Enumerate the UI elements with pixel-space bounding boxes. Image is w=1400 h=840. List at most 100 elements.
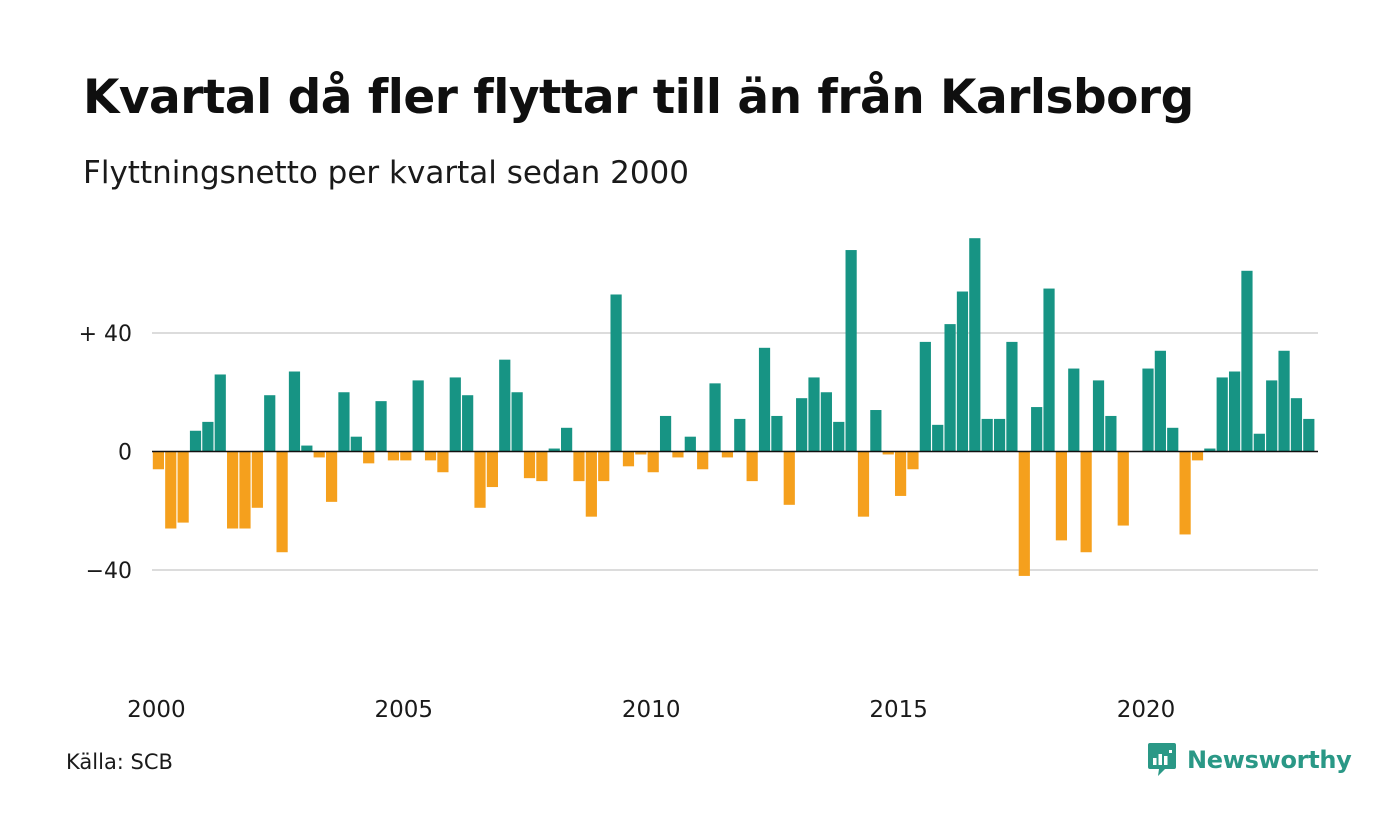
bar: 2010 Q3: -2 xyxy=(672,451,684,458)
chart-subtitle: Flyttningsnetto per kvartal sedan 2000 xyxy=(83,155,689,191)
bar: 2007 Q4: -10 xyxy=(536,451,548,482)
bar: 2003 Q3: -17 xyxy=(325,451,338,502)
brand-name: Newsworthy xyxy=(1187,746,1352,774)
y-tick-label: + 40 xyxy=(79,322,132,347)
bar: 2008 Q4: -22 xyxy=(585,451,597,517)
bar: 2003 Q1: 2 xyxy=(301,445,313,452)
x-tick-label: 2005 xyxy=(375,697,434,723)
bar: 2005 Q1: -3 xyxy=(400,451,412,461)
bar: 2022 Q1: 61 xyxy=(1241,270,1253,452)
bar: 2021 Q2: 1 xyxy=(1204,448,1216,452)
bar: 2011 Q4: 11 xyxy=(734,418,746,452)
x-tick-label: 2015 xyxy=(869,697,928,723)
bar: 2008 Q1: 1 xyxy=(548,448,560,452)
bar: 2009 Q4: -1 xyxy=(635,451,647,455)
x-tick-label: 2010 xyxy=(622,697,681,723)
chart-title: Kvartal då fler flyttar till än från Kar… xyxy=(83,70,1194,125)
bar: 2005 Q4: -7 xyxy=(437,451,449,473)
y-tick-label: −40 xyxy=(86,559,132,584)
bar: 2003 Q4: 20 xyxy=(338,392,350,452)
bars: 2000 Q1: -62000 Q2: -262000 Q3: -242000 … xyxy=(152,238,1315,576)
bar: 2019 Q3: -25 xyxy=(1117,451,1129,526)
bar: 2018 Q3: 28 xyxy=(1068,368,1080,452)
x-tick-label: 2000 xyxy=(127,697,186,723)
bar: 2004 Q2: -4 xyxy=(363,451,375,464)
bar: 2004 Q4: -3 xyxy=(387,451,400,461)
bar: 2004 Q3: 17 xyxy=(375,401,387,452)
bar: 2022 Q2: 6 xyxy=(1253,433,1265,452)
bar: 2011 Q2: 23 xyxy=(709,383,721,452)
brand-logo: Newsworthy xyxy=(1147,742,1352,778)
bar: 2019 Q2: 12 xyxy=(1105,415,1117,452)
bar: 2014 Q3: 14 xyxy=(870,410,882,452)
y-tick-label: 0 xyxy=(118,441,132,466)
bar: 2006 Q4: -12 xyxy=(486,451,498,488)
bar: 2011 Q3: -2 xyxy=(721,451,734,458)
bar: 2018 Q4: -34 xyxy=(1080,451,1092,553)
bar: 2000 Q3: -24 xyxy=(177,451,189,523)
bar: 2001 Q3: -26 xyxy=(227,451,239,529)
bar: 2007 Q1: 31 xyxy=(499,359,511,452)
bar: 2016 Q4: 11 xyxy=(981,418,993,452)
bar: 2001 Q1: 10 xyxy=(202,421,214,452)
bar: 2015 Q2: -6 xyxy=(907,451,919,470)
bar: 2018 Q2: -30 xyxy=(1055,451,1068,541)
bar: 2010 Q1: -7 xyxy=(647,451,659,473)
bar: 2015 Q4: 9 xyxy=(932,424,944,452)
newsworthy-logo-icon xyxy=(1148,743,1176,776)
bar: 2021 Q1: -3 xyxy=(1191,451,1204,461)
bar: 2021 Q4: 27 xyxy=(1228,371,1241,452)
bar: 2017 Q3: -42 xyxy=(1018,451,1030,576)
bar: 2020 Q2: 34 xyxy=(1154,350,1166,452)
bar: 2002 Q4: 27 xyxy=(288,371,301,452)
bar: 2015 Q1: -15 xyxy=(895,451,907,496)
bar: 2000 Q4: 7 xyxy=(189,430,202,452)
bar: 2016 Q2: 54 xyxy=(956,291,969,452)
bar: 2002 Q2: 19 xyxy=(264,395,276,452)
bar: 2010 Q4: 5 xyxy=(684,436,696,452)
axes: + 40 0 −40 2000 2005 2010 2015 2020 xyxy=(79,322,1318,723)
bar: 2001 Q2: 26 xyxy=(214,374,226,452)
bar: 2004 Q1: 5 xyxy=(350,436,362,452)
bar: 2003 Q2: -2 xyxy=(313,451,325,458)
bar: 2010 Q2: 12 xyxy=(659,415,672,452)
bar: 2012 Q4: -18 xyxy=(783,451,795,505)
bar: 2008 Q2: 8 xyxy=(561,427,573,452)
bar: 2012 Q2: 35 xyxy=(758,347,771,452)
bar: 2021 Q3: 25 xyxy=(1216,377,1228,452)
bar: 2022 Q4: 34 xyxy=(1278,350,1290,452)
bar: 2020 Q3: 8 xyxy=(1167,427,1179,452)
bar: 2014 Q4: -1 xyxy=(882,451,894,455)
bar: 2007 Q2: 20 xyxy=(511,392,523,452)
bar: 2008 Q3: -10 xyxy=(573,451,585,482)
bar: 2012 Q3: 12 xyxy=(771,415,783,452)
bar: 2017 Q4: 15 xyxy=(1031,407,1043,452)
bar: 2009 Q3: -5 xyxy=(622,451,635,467)
bar: 2023 Q2: 11 xyxy=(1303,418,1315,452)
bar: 2011 Q1: -6 xyxy=(697,451,709,470)
source-label: Källa: SCB xyxy=(66,750,173,774)
bar: 2007 Q3: -9 xyxy=(523,451,536,479)
bar: 2013 Q3: 20 xyxy=(820,392,832,452)
bar: 2012 Q1: -10 xyxy=(746,451,758,482)
bar: 2000 Q1: -6 xyxy=(152,451,164,470)
bar: 2016 Q3: 72 xyxy=(969,238,981,452)
bar: 2014 Q2: -22 xyxy=(857,451,870,517)
bar: 2019 Q1: 24 xyxy=(1092,380,1105,452)
bar: 2023 Q1: 18 xyxy=(1290,398,1303,452)
bar: 2009 Q1: -10 xyxy=(598,451,610,482)
bar: 2005 Q2: 24 xyxy=(412,380,424,452)
bar: 2009 Q2: 53 xyxy=(610,294,622,452)
bar: 2014 Q1: 68 xyxy=(845,250,857,452)
grid-lines xyxy=(152,332,1318,571)
bar: 2016 Q1: 43 xyxy=(944,324,956,452)
bar: 2013 Q4: 10 xyxy=(833,421,845,452)
bar: 2015 Q3: 37 xyxy=(919,341,931,452)
bar: 2000 Q2: -26 xyxy=(165,451,177,529)
bar: 2017 Q2: 37 xyxy=(1006,341,1018,452)
bar: 2018 Q1: 55 xyxy=(1043,288,1055,452)
bar: 2002 Q3: -34 xyxy=(276,451,288,553)
bar: 2020 Q1: 28 xyxy=(1142,368,1154,452)
bar: 2001 Q4: -26 xyxy=(239,451,251,529)
bar: 2005 Q3: -3 xyxy=(424,451,437,461)
